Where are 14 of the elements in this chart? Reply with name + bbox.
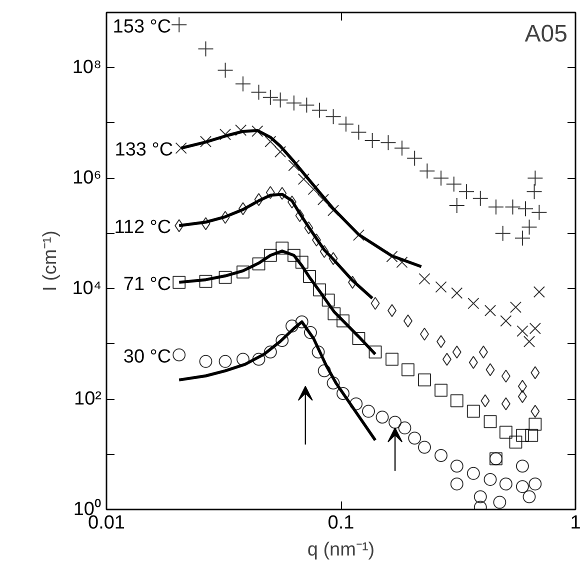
x-tick-label: 1: [570, 512, 581, 534]
x-axis-title: q (nm⁻¹): [307, 540, 375, 560]
legend-label: 153 °C: [112, 16, 172, 38]
legend-label: 112 °C: [114, 217, 172, 238]
y-tick-label: 10⁶: [72, 168, 102, 189]
series-label: 133 °C: [114, 140, 174, 161]
series-label: 30 °C: [123, 346, 172, 368]
y-axis-title: I (cm⁻¹): [40, 230, 62, 292]
y-tick-label: 10⁴: [72, 278, 102, 300]
x-tick-label: 0.1: [328, 512, 354, 534]
legend-label: 71 °C: [123, 274, 172, 295]
y-tick-label: 10²: [74, 388, 102, 410]
y-tick-label: 10⁸: [72, 57, 102, 78]
annotation: A05: [524, 20, 568, 48]
